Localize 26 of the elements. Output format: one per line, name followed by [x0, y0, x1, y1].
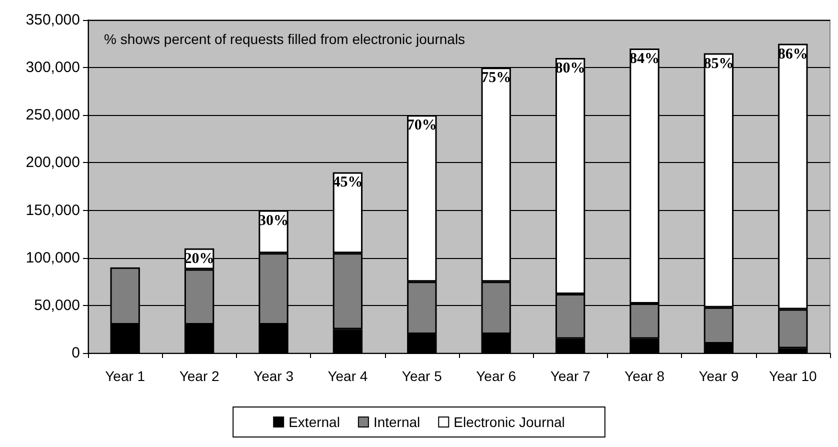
legend-label: Internal [373, 414, 420, 430]
annotation: % shows percent of requests filled from electronic journals [104, 31, 466, 47]
legend-label: Electronic Journal [454, 414, 565, 430]
legend-label: External [288, 414, 340, 430]
x-tick-label: Year 1 [105, 368, 146, 384]
annotation: 75% [481, 70, 512, 86]
y-tick-label: 250,000 [26, 106, 80, 124]
y-tick-label: 50,000 [34, 296, 80, 314]
annotation: 84% [630, 51, 660, 68]
y-tick-label: 0 [72, 344, 80, 362]
x-tick-label: Year 8 [624, 368, 665, 384]
x-tick-label: Year 7 [550, 368, 590, 384]
x-tick-label: Year 4 [328, 368, 368, 384]
annotation: 70% [406, 118, 437, 134]
annotation: 30% [258, 212, 288, 229]
y-tick-label: 300,000 [26, 59, 80, 76]
y-tick-label: 200,000 [26, 154, 80, 172]
x-tick-label: Year 2 [179, 368, 220, 384]
x-tick-label: Year 10 [769, 368, 817, 384]
x-tick-label: Year 3 [254, 368, 294, 384]
y-tick-label: 100,000 [26, 249, 80, 266]
y-tick-label: 350,000 [26, 12, 80, 28]
x-tick-label: Year 9 [698, 368, 739, 384]
x-tick-label: Year 5 [402, 368, 442, 384]
x-tick-label: Year 6 [476, 368, 516, 384]
y-tick-label: 150,000 [26, 202, 80, 219]
